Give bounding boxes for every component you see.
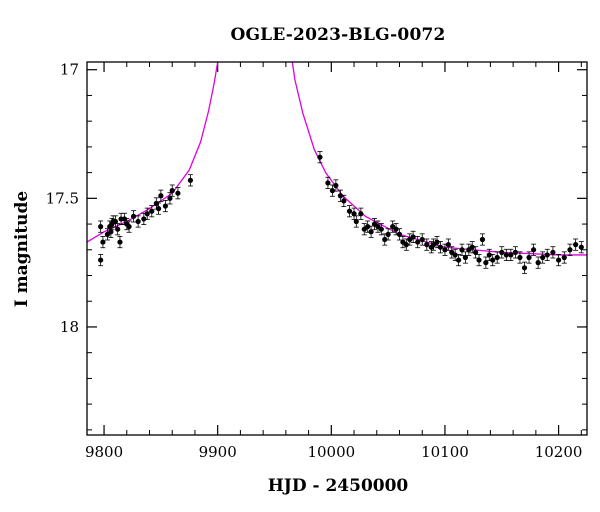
data-point xyxy=(499,249,505,255)
data-point xyxy=(333,182,339,189)
y-tick-label: 18 xyxy=(60,318,79,336)
data-point xyxy=(490,257,496,263)
data-point xyxy=(424,242,430,248)
data-point xyxy=(108,229,114,235)
data-point xyxy=(325,180,331,186)
data-point xyxy=(112,218,119,225)
data-point xyxy=(167,195,173,201)
data-point xyxy=(508,252,514,258)
data-point xyxy=(526,254,532,261)
data-point xyxy=(141,216,147,222)
data-point xyxy=(437,244,444,250)
axis-ticks xyxy=(87,62,587,435)
data-point xyxy=(415,239,421,245)
data-point xyxy=(393,226,399,232)
data-point xyxy=(486,252,492,258)
x-axis-label: HJD - 2450000 xyxy=(268,476,409,496)
data-point xyxy=(98,224,104,230)
y-tick-label: 17 xyxy=(60,61,79,79)
data-point xyxy=(117,239,123,245)
data-point xyxy=(452,252,458,258)
data-point xyxy=(353,218,359,225)
data-point xyxy=(469,244,475,250)
data-point xyxy=(535,260,541,266)
data-point xyxy=(550,249,556,255)
data-point xyxy=(555,257,562,263)
x-tick-label: 9900 xyxy=(199,443,237,461)
data-point xyxy=(517,254,523,261)
data-point xyxy=(445,242,451,248)
data-point xyxy=(573,242,579,248)
data-point xyxy=(473,249,479,255)
data-point xyxy=(455,257,462,263)
data-point xyxy=(341,198,347,204)
data-point xyxy=(442,247,448,253)
data-point xyxy=(175,190,181,196)
data-point xyxy=(494,254,500,261)
data-point xyxy=(578,244,584,250)
data-point xyxy=(483,260,489,266)
data-point xyxy=(121,216,128,222)
chart-title: OGLE-2023-BLG-0072 xyxy=(230,25,445,45)
data-point xyxy=(149,208,155,214)
model-layer xyxy=(87,62,587,256)
data-point xyxy=(530,247,537,253)
tick-labels: 9800 9900 10000 10100 10200 17 17.5 18 xyxy=(46,61,583,461)
data-point xyxy=(100,239,106,245)
data-point xyxy=(98,257,104,263)
data-point xyxy=(561,254,567,261)
data-point xyxy=(346,208,353,214)
data-point xyxy=(187,177,194,183)
data-point xyxy=(382,236,388,243)
data-point xyxy=(153,200,159,207)
data-point xyxy=(479,236,486,243)
data-point xyxy=(385,231,391,237)
data-point xyxy=(365,224,371,230)
data-point xyxy=(155,206,162,212)
data-point xyxy=(358,211,364,217)
data-point xyxy=(317,154,323,160)
x-tick-label: 10000 xyxy=(307,443,355,461)
data-point xyxy=(115,226,121,232)
data-point xyxy=(540,254,546,261)
data-point xyxy=(169,188,175,194)
model-curve xyxy=(87,62,587,256)
points-layer xyxy=(98,151,584,274)
data-point xyxy=(351,211,357,217)
data-point xyxy=(434,239,440,245)
data-point xyxy=(126,224,132,230)
plot-frame xyxy=(86,61,588,436)
data-point xyxy=(329,188,336,194)
data-point xyxy=(503,252,509,258)
data-point xyxy=(144,211,150,217)
x-tick-label: 10100 xyxy=(421,443,469,461)
data-point xyxy=(419,236,425,243)
data-point xyxy=(135,218,141,225)
data-point xyxy=(521,265,528,271)
data-point xyxy=(459,247,465,253)
data-point xyxy=(158,193,164,199)
data-point xyxy=(337,193,344,199)
data-point xyxy=(476,257,482,263)
data-point xyxy=(162,203,169,209)
data-point xyxy=(410,234,416,240)
data-point xyxy=(544,252,550,258)
data-point xyxy=(130,213,137,219)
x-tick-label: 9800 xyxy=(85,443,123,461)
data-point xyxy=(378,226,384,232)
data-point xyxy=(403,242,409,248)
y-axis-label: I magnitude xyxy=(12,191,32,308)
data-point xyxy=(368,229,374,235)
data-point xyxy=(567,247,573,253)
data-point xyxy=(462,254,469,261)
x-tick-label: 10200 xyxy=(535,443,583,461)
y-tick-label: 17.5 xyxy=(46,189,79,207)
data-point xyxy=(512,249,519,255)
data-point xyxy=(396,231,403,237)
